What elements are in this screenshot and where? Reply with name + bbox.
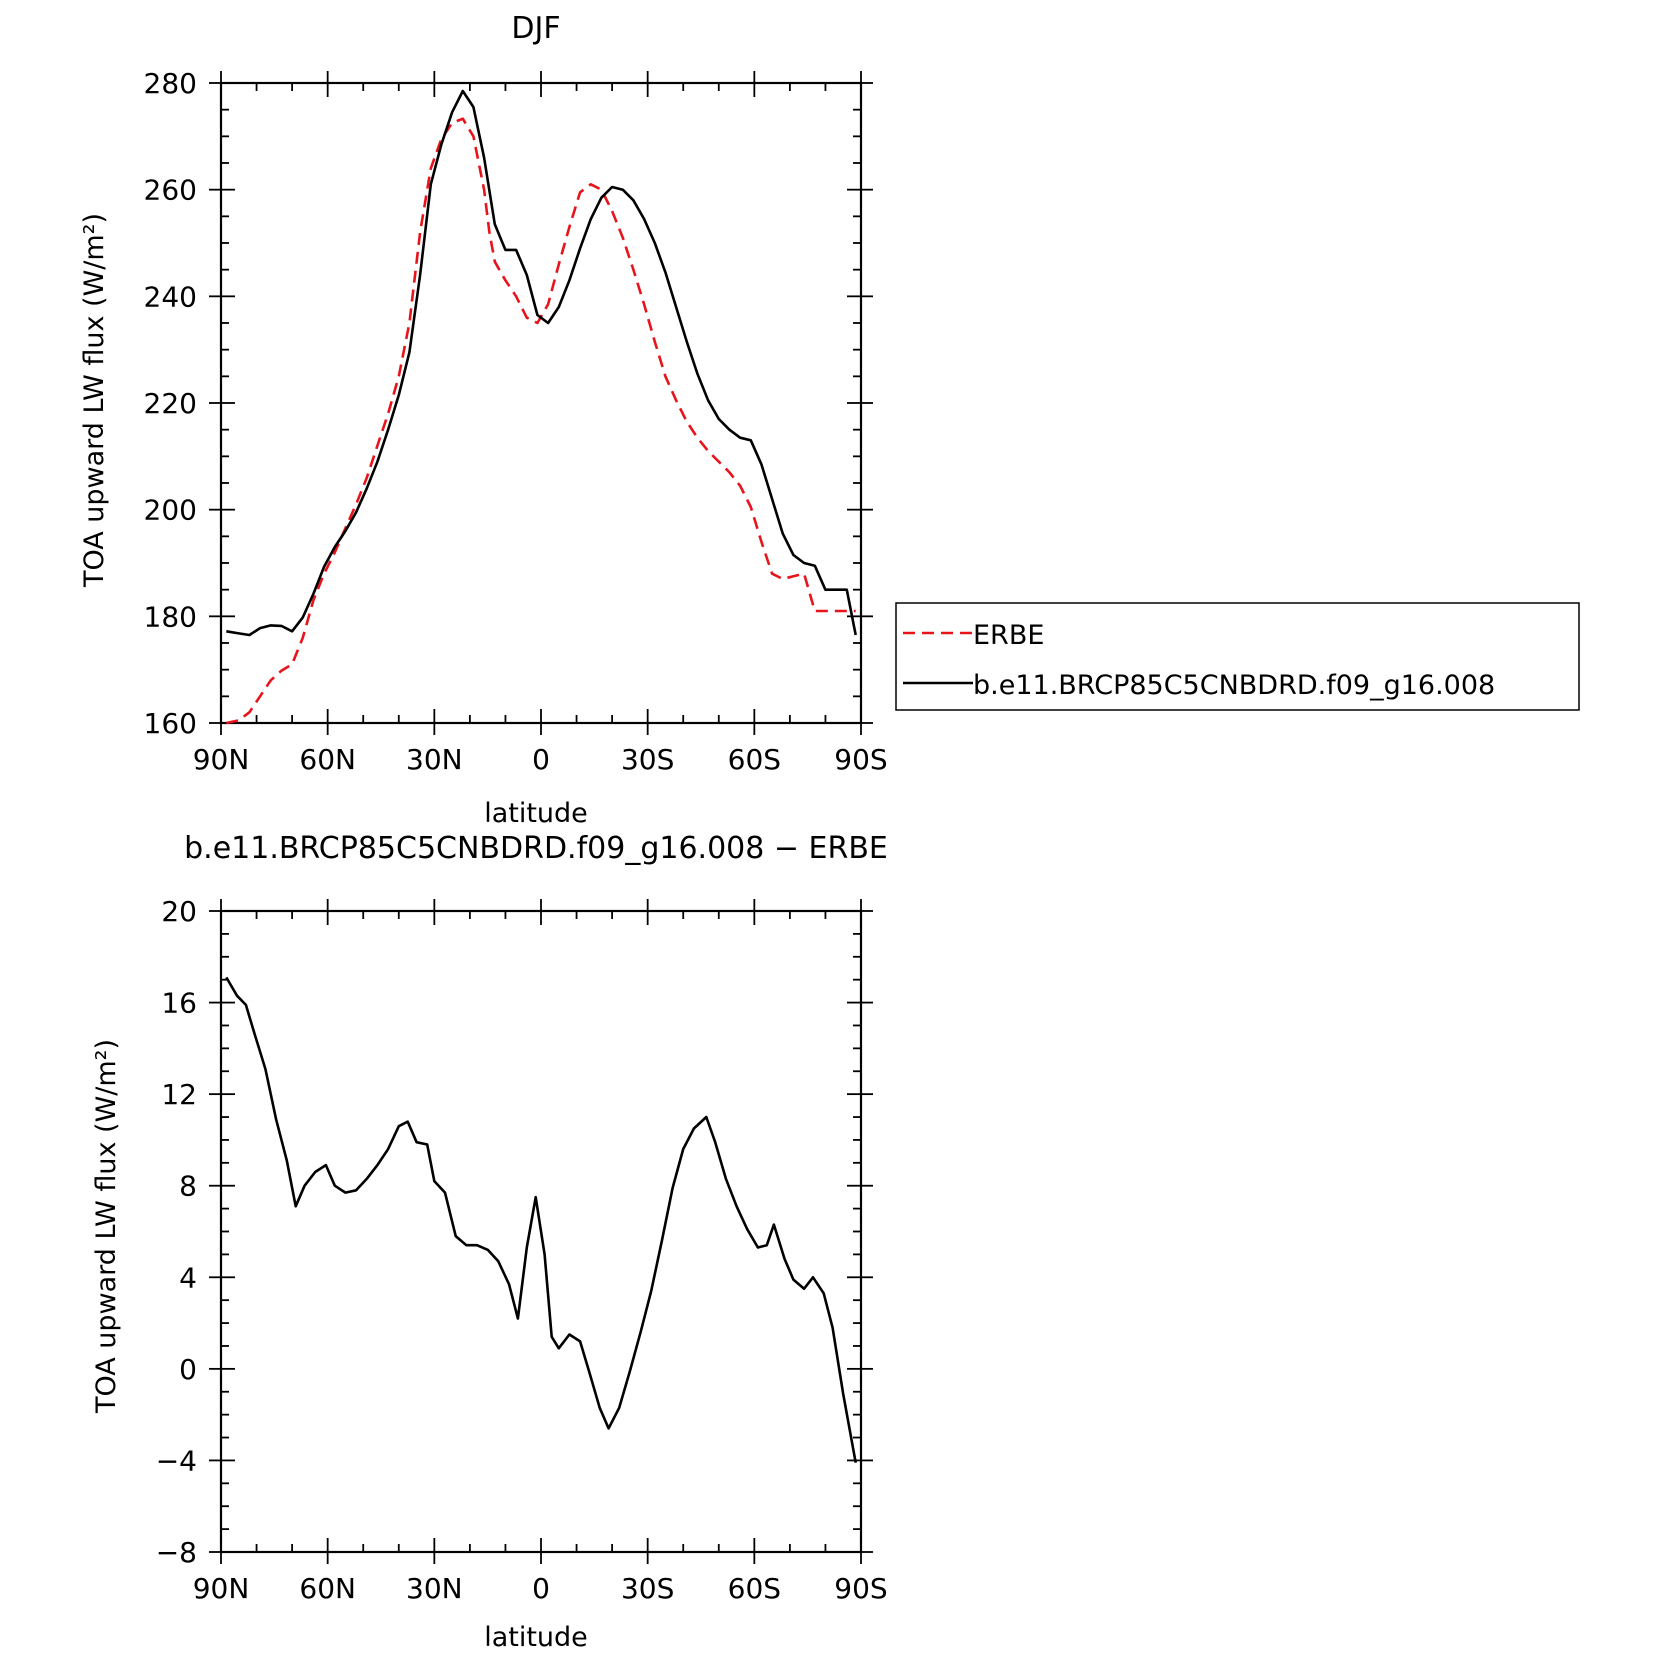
top-plot-area bbox=[209, 71, 873, 735]
bottom-y-tick-labels: −8 −4 0 4 8 12 16 20 bbox=[156, 895, 197, 1569]
top-x-tick-label: 30N bbox=[406, 743, 463, 776]
bottom-x-tick-label: 60S bbox=[728, 1572, 781, 1605]
top-y-tick-label: 280 bbox=[144, 67, 197, 100]
legend-box bbox=[895, 602, 1580, 711]
legend-label-model: b.e11.BRCP85C5CNBDRD.f09_g16.008 bbox=[973, 670, 1495, 701]
top-x-tick-label: 0 bbox=[532, 743, 550, 776]
top-y-tick-label: 240 bbox=[144, 280, 197, 313]
top-y-axis-label: TOA upward LW flux (W/m²) bbox=[79, 213, 110, 588]
bottom-series-line-0 bbox=[225, 976, 857, 1463]
bottom-chart-title: b.e11.BRCP85C5CNBDRD.f09_g16.008 − ERBE bbox=[184, 831, 888, 866]
top-x-tick-label: 60N bbox=[299, 743, 356, 776]
bottom-y-tick-label: 12 bbox=[161, 1078, 197, 1111]
bottom-y-tick-label: −8 bbox=[156, 1536, 197, 1569]
top-series-line-0 bbox=[226, 117, 856, 725]
top-x-tick-label: 90N bbox=[193, 743, 250, 776]
bottom-y-tick-label: 4 bbox=[179, 1261, 197, 1294]
bottom-y-tick-label: 16 bbox=[161, 987, 197, 1020]
bottom-y-axis-label: TOA upward LW flux (W/m²) bbox=[91, 1039, 122, 1414]
legend-label-erbe: ERBE bbox=[973, 620, 1044, 651]
bottom-panel: b.e11.BRCP85C5CNBDRD.f09_g16.008 − ERBE … bbox=[91, 831, 888, 1653]
top-x-axis-label: latitude bbox=[484, 798, 588, 829]
top-panel: DJF 90N 60N 30N 0 30S 60S 90S 160 180 200 220 240 2… bbox=[79, 11, 888, 829]
bottom-y-tick-label: 20 bbox=[161, 895, 197, 928]
top-y-tick-label: 260 bbox=[144, 174, 197, 207]
top-y-tick-label: 160 bbox=[144, 707, 197, 740]
top-y-tick-label: 220 bbox=[144, 387, 197, 420]
top-chart-title: DJF bbox=[511, 11, 560, 46]
bottom-x-tick-label: 90S bbox=[834, 1572, 887, 1605]
bottom-x-axis-label: latitude bbox=[484, 1622, 588, 1653]
top-y-tick-labels: 160 180 200 220 240 260 280 bbox=[144, 67, 197, 740]
top-x-tick-label: 60S bbox=[728, 743, 781, 776]
top-series-line-1 bbox=[226, 89, 857, 637]
bottom-y-tick-label: 8 bbox=[179, 1170, 197, 1203]
legend: ERBE b.e11.BRCP85C5CNBDRD.f09_g16.008 bbox=[895, 602, 1580, 711]
bottom-y-tick-label: −4 bbox=[156, 1444, 197, 1477]
bottom-x-tick-label: 30S bbox=[621, 1572, 674, 1605]
bottom-y-tick-label: 0 bbox=[179, 1353, 197, 1386]
top-plot-frame bbox=[219, 81, 863, 725]
bottom-x-tick-label: 0 bbox=[532, 1572, 550, 1605]
top-y-tick-label: 180 bbox=[144, 600, 197, 633]
top-x-tick-labels: 90N 60N 30N 0 30S 60S 90S bbox=[193, 743, 888, 776]
top-y-tick-label: 200 bbox=[144, 494, 197, 527]
bottom-x-tick-labels: 90N 60N 30N 0 30S 60S 90S bbox=[193, 1572, 888, 1605]
bottom-x-tick-label: 60N bbox=[299, 1572, 356, 1605]
top-x-tick-label: 90S bbox=[834, 743, 887, 776]
bottom-x-tick-label: 90N bbox=[193, 1572, 250, 1605]
bottom-x-tick-label: 30N bbox=[406, 1572, 463, 1605]
top-x-tick-label: 30S bbox=[621, 743, 674, 776]
bottom-plot-area bbox=[209, 899, 873, 1564]
